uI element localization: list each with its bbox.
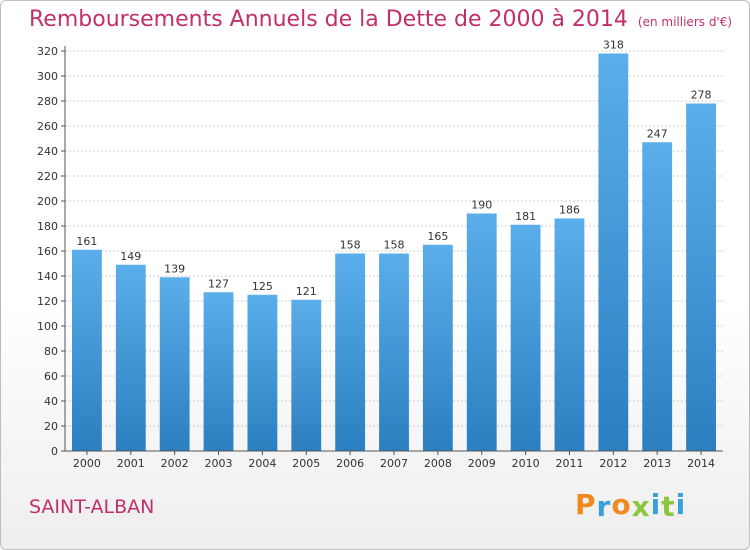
bar-2014 (686, 103, 716, 451)
x-tick-label: 2012 (599, 457, 627, 470)
data-label-2014: 278 (691, 89, 712, 102)
data-label-2007: 158 (384, 239, 405, 252)
bar-2003 (203, 292, 234, 451)
y-tick-label: 20 (44, 420, 58, 433)
x-tick-label: 2001 (117, 457, 145, 470)
bar-2010 (510, 224, 541, 451)
bar-2002 (159, 277, 190, 451)
data-label-2001: 149 (120, 250, 141, 263)
y-tick-label: 140 (37, 270, 58, 283)
bar-2006 (335, 253, 366, 451)
y-tick-label: 100 (37, 320, 58, 333)
y-tick-label: 80 (44, 345, 58, 358)
bars (72, 53, 716, 451)
bar-2008 (422, 244, 453, 451)
x-tick-label: 2008 (424, 457, 452, 470)
bar-2013 (642, 142, 673, 451)
bar-2009 (466, 213, 497, 451)
data-label-2005: 121 (296, 285, 317, 298)
y-tick-label: 180 (37, 220, 58, 233)
x-tick-label: 2014 (687, 457, 715, 470)
y-tick-label: 60 (44, 370, 58, 383)
y-tick-label: 280 (37, 95, 58, 108)
x-tick-label: 2000 (73, 457, 101, 470)
y-tick-label: 160 (37, 245, 58, 258)
bar-2004 (247, 294, 278, 451)
labels: 0 20 40 60 80 100 120 140 160 180 200 220 240 260 280 3… (37, 39, 715, 471)
location-name: SAINT-ALBAN (29, 496, 155, 518)
data-label-2003: 127 (208, 277, 229, 290)
chart-title: Remboursements Annuels de la Dette de 20… (29, 7, 732, 32)
brand-letter: P (575, 488, 597, 521)
data-label-2002: 139 (164, 262, 185, 275)
data-label-2008: 165 (427, 230, 448, 243)
y-tick-label: 200 (37, 195, 58, 208)
brand-letter: r (596, 490, 612, 523)
y-tick-label: 220 (37, 170, 58, 183)
data-label-2009: 190 (471, 199, 492, 212)
bar-2000 (72, 249, 102, 451)
brand-letter: i (650, 488, 662, 521)
data-label-2010: 181 (515, 210, 536, 223)
data-label-2012: 318 (603, 39, 624, 52)
y-tick-label: 120 (37, 295, 58, 308)
y-tick-label: 300 (37, 70, 58, 83)
x-tick-label: 2013 (643, 457, 671, 470)
y-tick-label: 320 (37, 45, 58, 58)
bar-2012 (598, 53, 629, 451)
brand-letter: i (675, 488, 687, 521)
x-tick-label: 2007 (380, 457, 408, 470)
x-tick-label: 2002 (161, 457, 189, 470)
data-label-2013: 247 (647, 127, 668, 140)
bar-2001 (115, 264, 146, 451)
y-tick-label: 40 (44, 395, 58, 408)
bar-2007 (379, 253, 409, 451)
data-label-2006: 158 (340, 239, 361, 252)
brand-letter: o (611, 488, 632, 521)
y-tick-label: 0 (51, 445, 58, 458)
x-tick-label: 2005 (292, 457, 320, 470)
chart-title-text: Remboursements Annuels de la Dette de 20… (29, 7, 628, 32)
brand-letter: t (661, 490, 676, 523)
y-tick-label: 240 (37, 145, 58, 158)
data-label-2004: 125 (252, 280, 273, 293)
x-tick-label: 2011 (555, 457, 583, 470)
data-label-2000: 161 (76, 235, 97, 248)
x-tick-label: 2003 (205, 457, 233, 470)
data-label-2011: 186 (559, 204, 580, 217)
chart-subtitle: (en milliers d'€) (637, 15, 733, 29)
x-tick-label: 2006 (336, 457, 364, 470)
axes (61, 46, 723, 455)
x-tick-label: 2010 (512, 457, 540, 470)
x-tick-label: 2004 (248, 457, 276, 470)
brand-letter: x (631, 490, 651, 523)
bar-2011 (554, 218, 585, 451)
bar-2005 (291, 299, 322, 451)
brand-logo: Proxiti (575, 488, 687, 523)
x-tick-label: 2009 (468, 457, 496, 470)
y-tick-label: 260 (37, 120, 58, 133)
